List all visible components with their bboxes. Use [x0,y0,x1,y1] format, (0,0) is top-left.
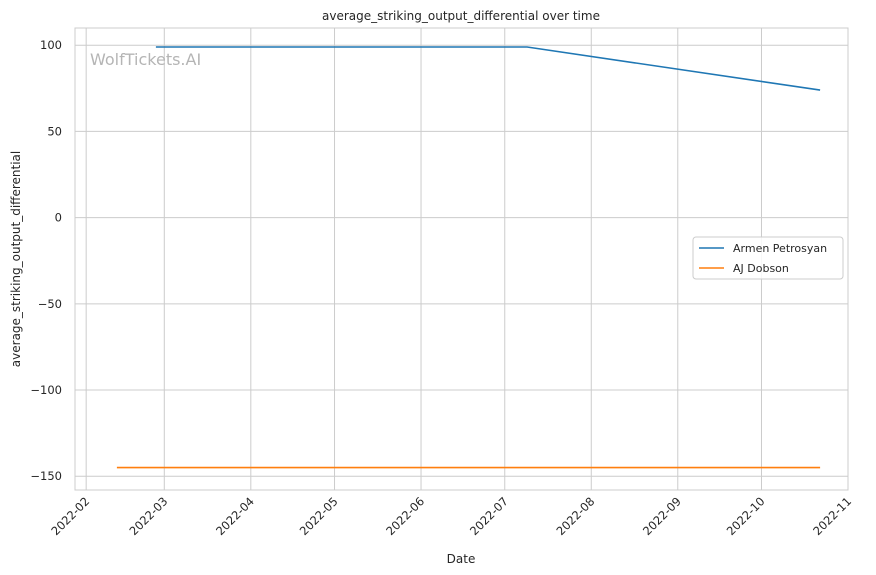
y-tick-label: 50 [47,124,62,138]
chart-title: average_striking_output_differential ove… [322,9,600,23]
y-tick-label: 100 [40,38,62,52]
legend-label: AJ Dobson [733,262,789,275]
legend-box [692,236,844,280]
watermark: WolfTickets.AI [90,50,201,69]
y-tick-label: −150 [30,469,62,483]
legend: Armen Petrosyan AJ Dobson [692,236,844,280]
series-line-1 [155,46,821,91]
y-tick-label: −100 [30,383,62,397]
y-tick-label: 0 [55,211,62,225]
y-axis-label: average_striking_output_differential [9,151,23,367]
legend-label: Armen Petrosyan [733,242,827,255]
plot-frame [74,27,849,491]
x-axis-label: Date [447,552,476,566]
grid [75,28,849,490]
series-layer [116,46,821,469]
y-tick-label: −50 [38,297,62,311]
